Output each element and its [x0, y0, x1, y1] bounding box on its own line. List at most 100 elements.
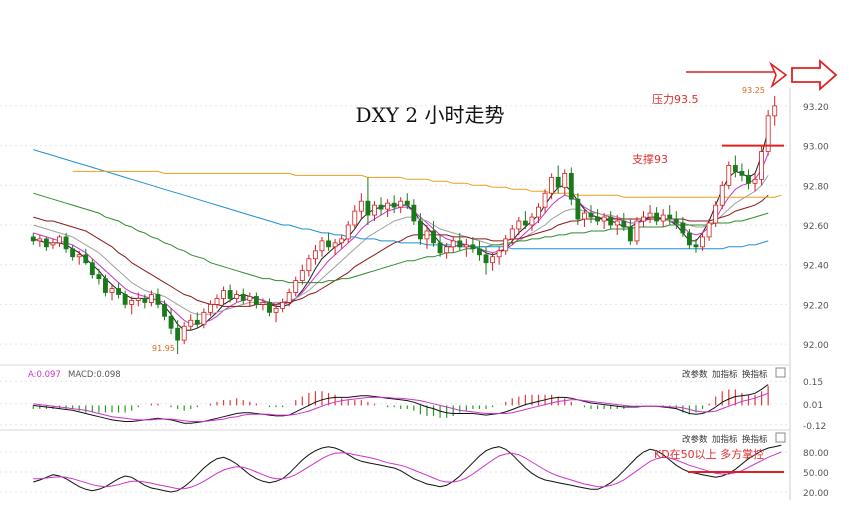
candle-body [83, 254, 89, 264]
candle-body [444, 246, 450, 254]
candle-body [457, 240, 463, 248]
candle-body [299, 270, 305, 281]
moving-average-line [72, 170, 782, 198]
candle-body [234, 294, 240, 299]
candle-body [135, 298, 141, 301]
candle-body [660, 214, 666, 222]
candle-body [614, 220, 620, 226]
candle-body [601, 216, 607, 222]
moving-average-line [33, 192, 769, 284]
candle-body [181, 325, 187, 341]
candle-body [293, 280, 299, 293]
candle-body [260, 302, 266, 305]
resistance-arrow [769, 61, 788, 89]
candle-body [148, 294, 154, 303]
candle-body [746, 174, 751, 184]
macd-y-tick-label: -0.12 [803, 422, 826, 432]
candle-layer [30, 95, 778, 355]
high-price-label: 93.25 [742, 86, 765, 95]
right-arrow-icon [791, 59, 838, 91]
candle-body [129, 300, 135, 305]
main-y-tick-label: 93.00 [803, 143, 829, 153]
candle-body [641, 216, 646, 222]
kd-d-line [33, 451, 782, 490]
candle-body [424, 230, 430, 240]
candle-body [568, 172, 574, 200]
candle-body [431, 230, 436, 244]
candle-body [509, 228, 515, 240]
main-y-tick-label: 92.40 [803, 262, 829, 272]
kd-y-tick-label: 80.00 [803, 449, 829, 459]
candle-body [752, 178, 758, 184]
main-y-tick-label: 92.20 [803, 301, 829, 311]
candle-body [227, 290, 233, 299]
candle-body [726, 165, 732, 186]
candle-body [575, 198, 581, 220]
candle-body [739, 171, 745, 176]
candle-body [536, 206, 541, 218]
candle-body [673, 218, 679, 224]
low-price-label: 91.95 [152, 344, 175, 353]
candle-body [437, 242, 443, 254]
kd-panel-button: 换指标 [742, 434, 768, 445]
candle-body [358, 200, 364, 212]
candle-body [542, 192, 548, 208]
candle-body [155, 294, 161, 305]
macd-panel-button: 加指标 [712, 369, 738, 380]
candle-body [109, 288, 115, 293]
macd-dea-line [33, 392, 769, 422]
candle-body [378, 204, 384, 210]
candle-body [503, 238, 509, 252]
kd-layer [33, 444, 782, 493]
candle-body [253, 296, 259, 305]
macd-y-tick-label: 0.01 [803, 401, 823, 411]
candle-body [595, 216, 600, 222]
main-y-tick-label: 92.00 [803, 341, 829, 351]
candle-body [57, 236, 62, 244]
candle-body [713, 204, 719, 224]
candle-body [634, 220, 640, 242]
candle-body [103, 278, 108, 293]
macd-panel-button: 改参数 [682, 369, 708, 380]
candle-body [654, 212, 660, 222]
candle-body [247, 296, 253, 301]
main-y-tick-label: 93.20 [803, 103, 829, 113]
candle-body [306, 258, 312, 272]
candle-body [627, 226, 633, 242]
candle-body [221, 290, 226, 299]
candle-body [686, 232, 692, 246]
candle-body [208, 304, 213, 313]
candle-body [719, 184, 725, 206]
candle-body [372, 204, 377, 216]
kd-y-tick-label: 50.00 [803, 469, 829, 479]
candle-body [96, 274, 102, 279]
candle-body [70, 248, 76, 258]
candle-body [175, 327, 181, 341]
candle-body [286, 292, 292, 303]
candle-body [37, 238, 43, 242]
candle-body [352, 210, 358, 226]
main-y-tick-label: 92.80 [803, 182, 829, 192]
candle-body [483, 254, 489, 264]
moving-average-line [33, 175, 769, 315]
candle-body [116, 288, 122, 295]
kd-k-line [33, 444, 782, 493]
candle-body [398, 200, 404, 208]
candle-body [588, 212, 594, 218]
candle-body [201, 311, 207, 325]
candle-body [214, 298, 220, 305]
kd-y-tick-label: 20.00 [803, 489, 829, 499]
candle-body [693, 244, 699, 248]
candle-body [667, 214, 673, 220]
macd-panel-close-icon [775, 367, 786, 378]
candle-body [417, 220, 423, 240]
candle-body [76, 254, 82, 258]
candle-body [490, 256, 496, 264]
candle-body [463, 244, 469, 248]
candle-body [188, 319, 194, 327]
candle-body [608, 216, 614, 226]
candle-body [450, 240, 456, 248]
candle-body [267, 302, 272, 313]
candle-body [63, 236, 69, 250]
